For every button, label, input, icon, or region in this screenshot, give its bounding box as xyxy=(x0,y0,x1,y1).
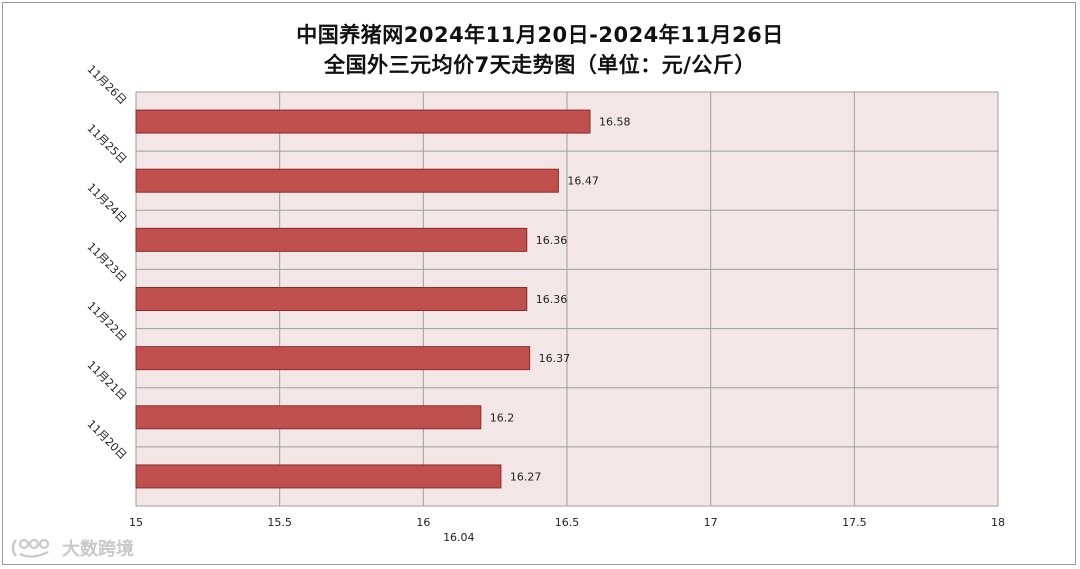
x-tick-label-2: 16 xyxy=(416,516,430,529)
bar-0 xyxy=(135,464,502,489)
bar-3 xyxy=(135,287,528,311)
data-label-1: 16.2 xyxy=(490,411,515,424)
bar-2 xyxy=(135,346,531,371)
data-label-0: 16.27 xyxy=(510,470,542,483)
bars xyxy=(135,109,591,489)
bar-6 xyxy=(135,109,591,134)
data-label-6: 16.58 xyxy=(599,116,631,129)
y-tick-label-3: 11月23日 xyxy=(85,240,130,285)
x-tick-label-6: 18 xyxy=(991,516,1005,529)
data-label-3: 16.36 xyxy=(536,293,568,306)
data-labels: 16.27 16.2 16.37 16.36 16.36 16.47 16.58 xyxy=(490,116,631,484)
x-tick-label-4: 17 xyxy=(704,516,718,529)
y-tick-label-4: 11月24日 xyxy=(85,181,130,226)
bar-1 xyxy=(135,405,482,430)
chart-title-line-2: 全国外三元均价7天走势图（单位：元/公斤） xyxy=(324,53,756,77)
chart-title-line-1: 中国养猪网2024年11月20日-2024年11月26日 xyxy=(296,23,784,47)
x-tick-label-5: 17.5 xyxy=(842,516,867,529)
x-axis-ticks: 15 15.5 16 16.5 17 17.5 18 xyxy=(129,516,1005,529)
y-tick-label-6: 11月26日 xyxy=(85,63,130,108)
x-tick-label-3: 16.5 xyxy=(555,516,580,529)
dashuju-logo-icon xyxy=(11,538,50,558)
y-tick-label-1: 11月21日 xyxy=(85,358,130,403)
x-tick-label-0: 15 xyxy=(129,516,143,529)
data-label-5: 16.47 xyxy=(567,175,599,188)
data-label-2: 16.37 xyxy=(539,352,571,365)
x-axis-annotation: 16.04 xyxy=(443,531,475,544)
y-tick-label-5: 11月25日 xyxy=(85,122,130,167)
bar-5 xyxy=(135,168,559,193)
watermark-text: 大数跨境 xyxy=(62,539,134,560)
data-label-4: 16.36 xyxy=(536,234,568,247)
watermark: 大数跨境 xyxy=(10,534,134,562)
x-tick-label-1: 15.5 xyxy=(267,516,292,529)
y-tick-label-2: 11月22日 xyxy=(85,299,130,344)
y-axis-ticks: 11月20日 11月21日 11月22日 11月23日 11月24日 11月25日 11月2… xyxy=(85,63,130,462)
bar-4 xyxy=(135,227,528,252)
y-tick-label-0: 11月20日 xyxy=(85,417,130,462)
